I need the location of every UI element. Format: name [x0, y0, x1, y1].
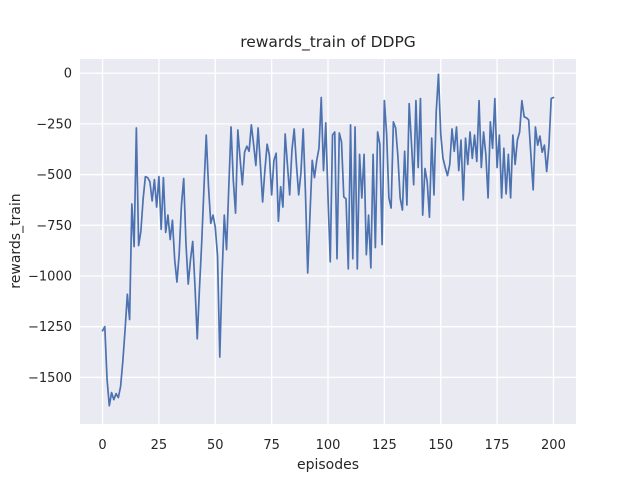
x-tick-label: 150	[428, 438, 453, 453]
chart-title: rewards_train of DDPG	[240, 33, 416, 52]
y-tick-label: 0	[64, 67, 72, 82]
y-tick-label: −250	[36, 117, 72, 132]
x-tick-label: 50	[207, 438, 224, 453]
x-tick-label: 125	[372, 438, 397, 453]
x-tick-label: 25	[151, 438, 168, 453]
x-tick-label: 200	[541, 438, 566, 453]
x-tick-labels: 0 25 50 75 100 125 150 175 200	[98, 438, 565, 453]
x-tick-label: 75	[263, 438, 280, 453]
x-tick-label: 175	[485, 438, 510, 453]
y-tick-label: −500	[36, 168, 72, 183]
x-axis-label: episodes	[297, 457, 359, 473]
y-tick-label: −1500	[28, 371, 72, 386]
y-tick-label: −1000	[28, 269, 72, 284]
y-tick-label: −1250	[28, 320, 72, 335]
y-tick-label: −750	[36, 219, 72, 234]
y-tick-labels: 0 −250 −500 −750 −1000 −1250 −1500	[28, 67, 72, 386]
y-axis-label: rewards_train	[8, 193, 24, 288]
x-tick-label: 100	[316, 438, 341, 453]
data-line	[101, 73, 555, 407]
x-tick-label: 0	[98, 438, 106, 453]
